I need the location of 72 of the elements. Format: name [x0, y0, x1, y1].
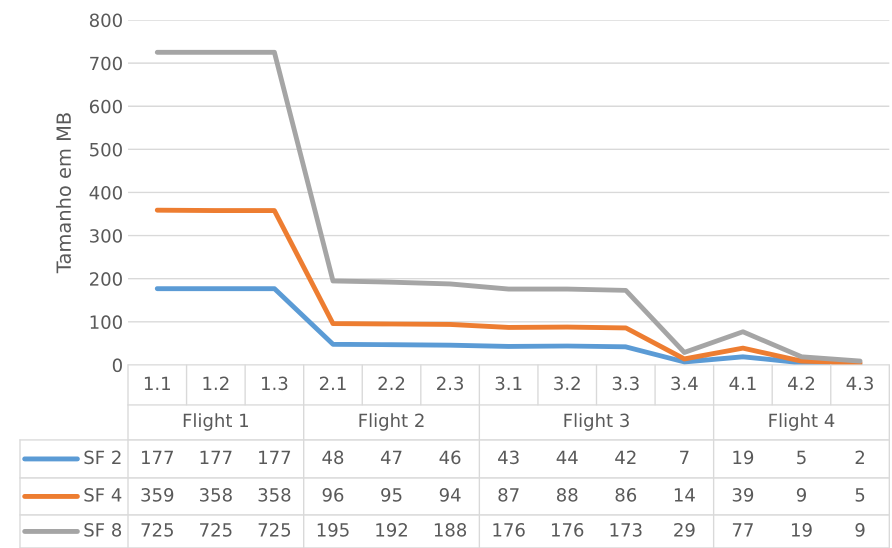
x-tick-label: 1.2 [203, 376, 228, 390]
data-label: 176 [493, 523, 525, 537]
data-label: 47 [380, 450, 402, 464]
x-tick-label: 2.1 [320, 376, 346, 390]
legend-label: SF 4 [84, 488, 122, 502]
data-label: 19 [792, 523, 812, 537]
x-tick-label: 3.1 [496, 376, 522, 390]
data-label: 177 [259, 450, 290, 464]
data-label: 29 [674, 523, 695, 537]
y-tick-label: 400 [90, 186, 122, 200]
y-axis-title: Tamanho em MB [56, 113, 72, 274]
y-tick-label: 500 [90, 142, 122, 156]
x-tick-label: 4.3 [846, 376, 873, 390]
y-tick-label: 200 [90, 272, 122, 286]
y-tick-label: 600 [90, 100, 122, 114]
data-label: 44 [556, 450, 578, 464]
data-label: 87 [498, 488, 519, 502]
data-label: 14 [674, 488, 695, 502]
text: Flight 4 [769, 413, 834, 431]
data-label: 177 [200, 450, 232, 464]
data-label: 359 [141, 488, 174, 502]
line-series [154, 286, 862, 365]
data-label: 88 [556, 488, 578, 502]
x-tick-label: 3.3 [612, 376, 639, 390]
data-label: 2 [856, 450, 864, 464]
data-label: 9 [796, 488, 806, 502]
data-label: 9 [855, 523, 865, 537]
data-label: 358 [258, 488, 290, 502]
data-label: 42 [615, 450, 636, 464]
y-tick-label: 0 [112, 358, 122, 372]
data-label: 725 [200, 523, 232, 537]
data-label: 43 [498, 450, 519, 464]
data-label: 77 [732, 523, 753, 536]
data-label: 94 [440, 488, 461, 502]
data-label: 177 [142, 450, 173, 464]
text: Flight 1 [184, 413, 248, 431]
text: Flight 2 [359, 413, 424, 431]
x-tick-label: 3.4 [671, 376, 698, 390]
data-label: 95 [381, 488, 402, 502]
x-tick-label: 4.2 [788, 376, 814, 390]
x-tick-label: 4.1 [729, 376, 756, 390]
data-label: 86 [616, 488, 636, 502]
x-tick-label: 2.2 [378, 376, 404, 390]
text: Flight 3 [564, 413, 629, 431]
y-tick-label: 300 [90, 229, 122, 243]
data-label: 7 [680, 450, 689, 464]
data-label: 39 [732, 488, 754, 502]
data-label: 725 [258, 523, 290, 537]
data-label: 5 [797, 450, 806, 464]
y-tick-label: 800 [90, 13, 122, 28]
data-label: 19 [733, 450, 754, 464]
data-label: 192 [376, 523, 407, 537]
data-label: 188 [434, 523, 466, 537]
data-label: 46 [439, 450, 460, 464]
data-label: 358 [200, 488, 232, 502]
data-label: 96 [322, 488, 344, 502]
legend-label: SF 2 [84, 450, 121, 464]
x-tick-label: 1.3 [262, 376, 288, 390]
line-series [154, 50, 862, 364]
y-tick-label: 700 [90, 56, 122, 70]
data-label: 48 [322, 450, 344, 464]
data-label: 173 [610, 523, 642, 537]
x-tick-label: 1.1 [144, 376, 170, 390]
legend-label: SF 8 [84, 523, 122, 537]
x-tick-label: 3.2 [554, 376, 580, 390]
data-label: 176 [552, 523, 584, 537]
y-tick-label: 100 [90, 315, 122, 329]
line-series [154, 208, 862, 365]
x-tick-label: 2.3 [437, 376, 464, 390]
data-label: 725 [142, 523, 173, 537]
data-label: 195 [318, 523, 349, 537]
data-label: 5 [856, 488, 864, 502]
